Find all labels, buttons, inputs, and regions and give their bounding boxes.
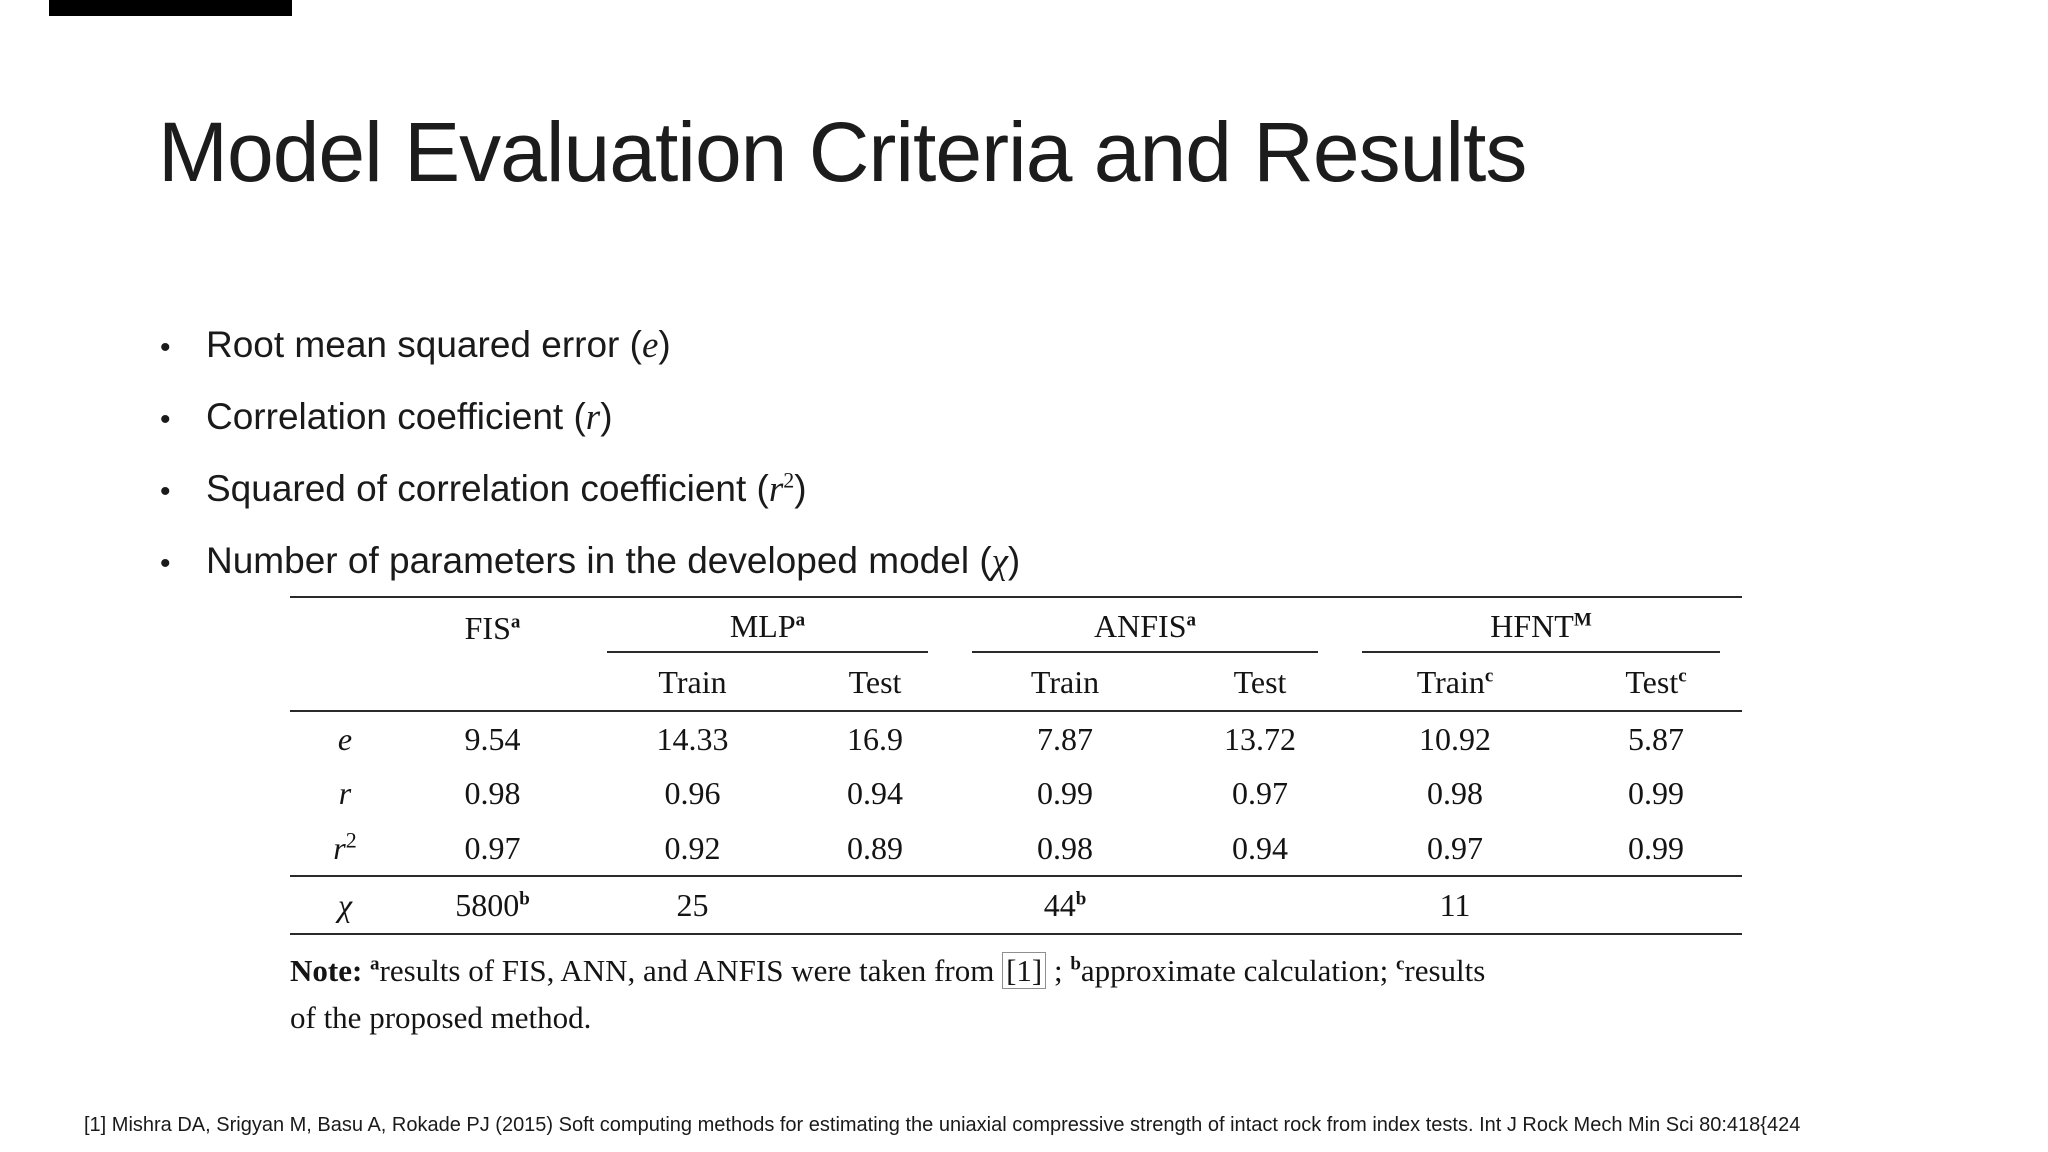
table-row-r-squared: r2 0.97 0.92 0.89 0.98 0.94 0.97 0.99 (290, 821, 1742, 876)
table-cell (800, 875, 950, 935)
table-row-e: e 9.54 14.33 16.9 7.87 13.72 10.92 5.87 (290, 711, 1742, 766)
table-row-chi: χ 5800b 25 44b 11 (290, 875, 1742, 935)
note-label: Note: (290, 953, 363, 988)
table-subheader-row: Train Test Train Test Trainc Testc (290, 655, 1742, 712)
col-header-hfnt-test: Testc (1570, 655, 1742, 712)
citation-ref[interactable]: [1] (1002, 952, 1047, 989)
bullet-text: Number of parameters in the developed mo… (206, 540, 1021, 582)
table-cell: 0.97 (464, 829, 521, 866)
row-label: r2 (333, 826, 357, 866)
table-cell: 11 (1340, 875, 1570, 935)
table-cell: 0.94 (1232, 829, 1288, 866)
bullet-text: Squared of correlation coefficient (r2) (206, 467, 807, 510)
bullet-item-rmse: • Root mean squared error (e) (160, 310, 1020, 382)
table-cell: 25 (585, 875, 800, 935)
table-cell: 0.94 (847, 775, 903, 811)
table-group-header-row: FISa MLPa ANFISa HFNTM (290, 596, 1742, 655)
table-cell (1180, 875, 1340, 935)
table-cell (290, 655, 400, 712)
col-header-hfnt-train: Trainc (1340, 655, 1570, 712)
bullet-marker-icon: • (160, 475, 171, 508)
top-left-black-bar (49, 0, 292, 16)
col-group-mlp: MLPa (585, 596, 950, 655)
table-cell: 44b (950, 875, 1180, 935)
table-note: Note: aresults of FIS, ANN, and ANFIS we… (290, 947, 1742, 1041)
table-cell: 14.33 (656, 720, 729, 757)
col-header-mlp-test: Test (800, 655, 950, 712)
table-cell: 7.87 (1037, 720, 1093, 757)
table-cell: 0.98 (464, 775, 521, 811)
col-group-hfnt: HFNTM (1340, 596, 1742, 655)
table-cell: 0.99 (1037, 775, 1093, 811)
col-group-fis: FISa (400, 596, 585, 655)
bullet-text: Correlation coefficient (r) (206, 396, 613, 438)
table-cell (1570, 875, 1742, 935)
results-table: FISa MLPa ANFISa HFNTM Train Test Train … (290, 596, 1742, 935)
bullet-text: Root mean squared error (e) (206, 324, 671, 366)
table-cell: 0.98 (1037, 829, 1093, 866)
table-cell: 5.87 (1628, 720, 1684, 757)
table-cell (290, 596, 400, 655)
table-cell: 9.54 (464, 720, 521, 757)
table-cell: 13.72 (1224, 720, 1296, 757)
table-row-r: r 0.98 0.96 0.94 0.99 0.97 0.98 0.99 (290, 766, 1742, 821)
footer-citation: [1] Mishra DA, Srigyan M, Basu A, Rokade… (84, 1114, 1801, 1136)
col-header-mlp-train: Train (585, 655, 800, 712)
table-cell: 0.97 (1232, 775, 1288, 811)
table-cell: 0.98 (1427, 775, 1483, 811)
bullet-item-correlation: • Correlation coefficient (r) (160, 382, 1020, 454)
slide-title: Model Evaluation Criteria and Results (158, 105, 1527, 199)
table-cell: 0.96 (664, 775, 721, 811)
table-cell: 16.9 (847, 720, 903, 757)
bullet-item-parameters: • Number of parameters in the developed … (160, 526, 1020, 598)
note-second-line: of the proposed method. (290, 1000, 592, 1035)
col-group-anfis: ANFISa (950, 596, 1340, 655)
bullet-item-r-squared: • Squared of correlation coefficient (r2… (160, 454, 1020, 526)
table-cell (400, 655, 585, 712)
row-label: e (337, 720, 353, 757)
col-header-anfis-train: Train (950, 655, 1180, 712)
bullet-marker-icon: • (160, 331, 171, 364)
table-cell: 0.92 (664, 829, 721, 866)
table-cell: 5800b (400, 875, 585, 935)
table-cell: 10.92 (1419, 720, 1491, 757)
row-label: r (338, 775, 352, 811)
table-cell: 0.99 (1628, 829, 1684, 866)
row-label: χ (290, 875, 400, 935)
bullet-marker-icon: • (160, 547, 171, 580)
bullet-list: • Root mean squared error (e) • Correlat… (160, 310, 1020, 598)
bullet-marker-icon: • (160, 403, 171, 436)
results-table-container: FISa MLPa ANFISa HFNTM Train Test Train … (290, 596, 1742, 1041)
col-header-anfis-test: Test (1180, 655, 1340, 712)
table-cell: 0.97 (1427, 829, 1483, 866)
table-cell: 0.99 (1628, 775, 1684, 811)
table-cell: 0.89 (847, 829, 903, 866)
